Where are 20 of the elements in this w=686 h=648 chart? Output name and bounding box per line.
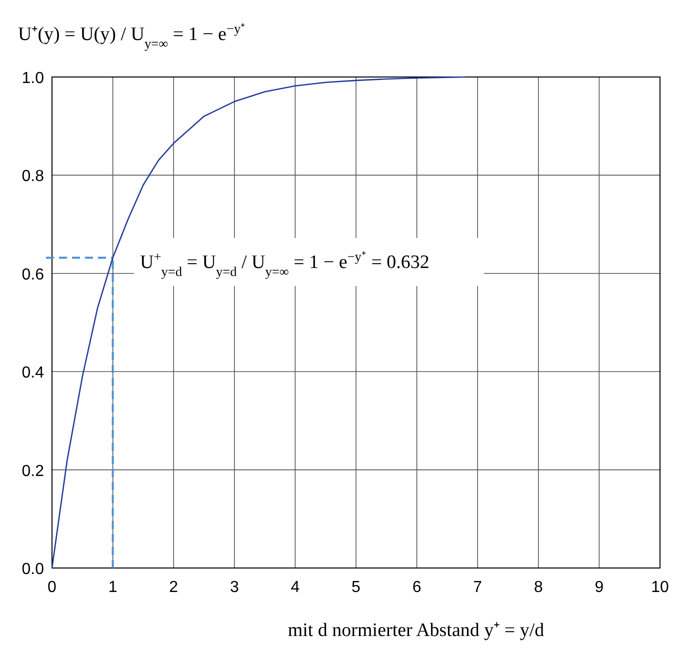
x-tick-label: 10 bbox=[651, 579, 669, 596]
x-tick-label: 1 bbox=[108, 579, 118, 596]
x-tick-label: 8 bbox=[534, 579, 543, 596]
text: U$^{+}$$_{y=d}$ = U$_{y=d}$ / U$_{y=∞}$ = 1 − e$^{−y⁺}$ = 0.632 bbox=[140, 248, 430, 278]
x-tick-label: 3 bbox=[230, 579, 239, 596]
x-tick-label: 4 bbox=[290, 579, 300, 596]
x-tick-label: 2 bbox=[169, 579, 178, 596]
x-tick-label: 7 bbox=[473, 579, 482, 596]
y-tick-label: 1.0 bbox=[22, 70, 44, 87]
y-tick-label: 0.0 bbox=[22, 561, 44, 578]
y-tick-label: 0.8 bbox=[22, 168, 44, 186]
y-tick-label: 0.4 bbox=[22, 364, 44, 382]
x-tick-label: 0 bbox=[48, 579, 57, 596]
x-tick-label: 9 bbox=[594, 579, 604, 596]
chart-title: U⁺(y) = U(y) / U$_{y=∞}$ = 1 − e$^{−y⁺}$ bbox=[18, 20, 246, 50]
y-tick-label: 0.6 bbox=[22, 266, 44, 284]
y-tick-label: 0.2 bbox=[22, 462, 44, 480]
x-tick-label: 6 bbox=[412, 579, 422, 596]
x-axis-title: mit d normierter Abstand y⁺ = y/d bbox=[288, 620, 545, 641]
x-tick-label: 5 bbox=[352, 579, 361, 596]
